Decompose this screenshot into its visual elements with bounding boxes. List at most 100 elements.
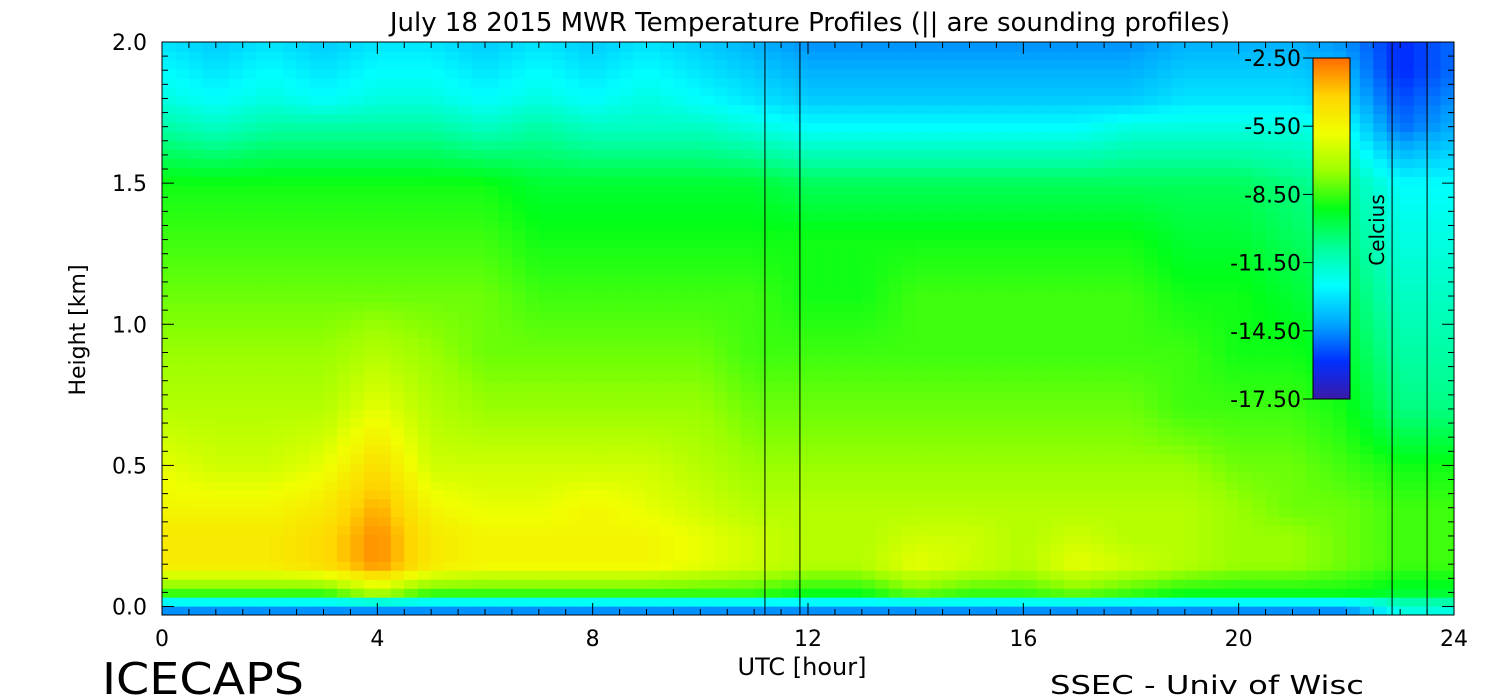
heatmap-cell <box>296 176 311 186</box>
heatmap-cell <box>485 337 500 347</box>
heatmap-cell <box>310 570 325 580</box>
heatmap-cell <box>915 543 930 553</box>
heatmap-cell <box>1104 301 1119 312</box>
heatmap-cell <box>1305 552 1321 562</box>
heatmap-cell <box>888 203 903 213</box>
heatmap-cell <box>619 444 634 455</box>
heatmap-cell <box>162 149 177 159</box>
heatmap-cell <box>1386 185 1401 195</box>
heatmap-cell <box>444 167 459 177</box>
heatmap-cell <box>498 212 513 222</box>
heatmap-cell <box>1157 221 1172 231</box>
heatmap-cell <box>1252 194 1267 204</box>
heatmap-cell <box>1184 373 1199 383</box>
heatmap-cell <box>915 480 930 491</box>
heatmap-cell <box>256 158 271 168</box>
heatmap-cell <box>673 274 688 285</box>
heatmap-cell <box>902 391 917 401</box>
heatmap-cell <box>1131 418 1146 428</box>
heatmap-cell <box>834 453 849 464</box>
heatmap-cell <box>700 337 715 347</box>
heatmap-cell <box>242 212 257 222</box>
heatmap-cell <box>350 373 365 383</box>
heatmap-cell <box>175 597 190 607</box>
heatmap-cell <box>956 597 971 607</box>
heatmap-cell <box>175 238 190 249</box>
heatmap-cell <box>1427 606 1442 615</box>
heatmap-cell <box>1090 310 1105 321</box>
heatmap-cell <box>1238 274 1253 285</box>
heatmap-cell <box>1305 480 1321 491</box>
heatmap-cell <box>404 471 419 482</box>
heatmap-cell <box>754 444 769 455</box>
heatmap-cell <box>511 346 526 356</box>
heatmap-cell <box>1292 158 1307 168</box>
heatmap-cell <box>269 230 284 240</box>
heatmap-cell <box>915 606 930 615</box>
heatmap-cell <box>1104 203 1119 213</box>
heatmap-cell <box>673 606 688 615</box>
heatmap-cell <box>619 319 634 330</box>
heatmap-cell <box>296 498 311 509</box>
heatmap-cell <box>1400 346 1415 356</box>
heatmap-cell <box>1050 328 1065 339</box>
heatmap-cell <box>956 516 971 527</box>
heatmap-cell <box>1292 400 1307 410</box>
heatmap-cell <box>296 194 311 204</box>
heatmap-cell <box>1144 158 1159 168</box>
heatmap-cell <box>1157 453 1172 464</box>
heatmap-cell <box>982 194 998 204</box>
heatmap-cell <box>996 543 1011 553</box>
heatmap-cell <box>485 301 500 312</box>
heatmap-cell <box>215 194 230 204</box>
heatmap-cell <box>283 158 298 168</box>
heatmap-cell <box>1090 256 1105 267</box>
heatmap-cell <box>673 507 688 518</box>
heatmap-cell <box>511 337 526 347</box>
heatmap-cell <box>1440 283 1454 294</box>
heatmap-cell <box>808 194 823 204</box>
heatmap-cell <box>1036 355 1051 365</box>
heatmap-cell <box>1144 247 1159 258</box>
heatmap-cell <box>982 489 998 500</box>
heatmap-cell <box>498 238 513 249</box>
heatmap-cell <box>1063 570 1078 580</box>
heatmap-cell <box>1077 265 1092 276</box>
heatmap-cell <box>458 212 473 222</box>
heatmap-cell <box>552 588 567 598</box>
heatmap-cell <box>902 516 917 527</box>
heatmap-cell <box>1386 382 1401 392</box>
heatmap-cell <box>646 552 661 562</box>
heatmap-cell <box>1184 382 1199 392</box>
heatmap-cell <box>485 400 500 410</box>
heatmap-cell <box>781 212 796 222</box>
heatmap-cell <box>444 247 459 258</box>
heatmap-cell <box>1332 462 1347 473</box>
heatmap-cell <box>969 489 984 500</box>
heatmap-cell <box>1009 274 1024 285</box>
heatmap-cell <box>821 570 836 580</box>
heatmap-cell <box>1346 212 1361 222</box>
heatmap-cell <box>1346 453 1361 464</box>
heatmap-cell <box>956 471 971 482</box>
heatmap-cell <box>781 167 796 177</box>
heatmap-cell <box>1400 453 1415 464</box>
heatmap-cell <box>471 283 486 294</box>
heatmap-cell <box>659 355 675 365</box>
heatmap-cell <box>404 516 419 527</box>
heatmap-cell <box>188 382 203 392</box>
heatmap-cell <box>283 507 298 518</box>
heatmap-cell <box>646 194 661 204</box>
heatmap-cell <box>283 435 298 446</box>
heatmap-cell <box>404 597 419 607</box>
heatmap-cell <box>996 238 1011 249</box>
heatmap-cell <box>646 462 661 473</box>
heatmap-cell <box>1252 221 1267 231</box>
heatmap-cell <box>579 247 594 258</box>
heatmap-cell <box>471 453 486 464</box>
heatmap-cell <box>1359 167 1374 177</box>
heatmap-cell <box>1225 435 1240 446</box>
heatmap-cell <box>1400 418 1415 428</box>
heatmap-cell <box>1198 176 1213 186</box>
heatmap-cell <box>888 489 903 500</box>
